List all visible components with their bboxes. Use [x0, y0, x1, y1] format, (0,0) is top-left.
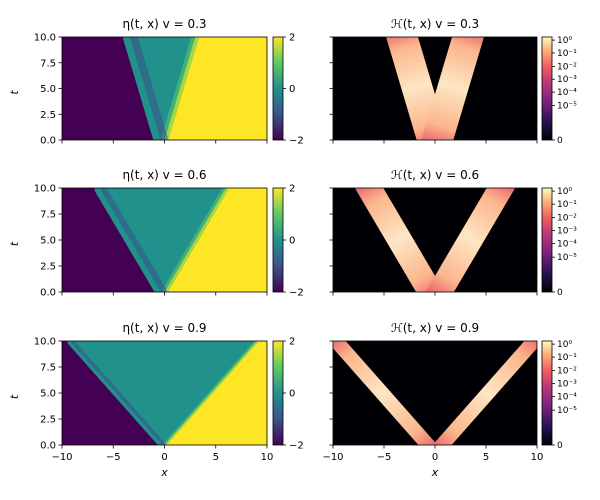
colorbar-tick-label: 0 [289, 389, 295, 400]
x-tick-label: −5 [377, 452, 392, 463]
x-tick-label: 0 [432, 452, 438, 463]
energy-band-right [429, 341, 537, 445]
y-tick-label: 5.0 [40, 236, 56, 247]
panel-title: η(t, x) v = 0.9 [122, 321, 206, 335]
colorbar-tick-label: 10⁰ [557, 36, 572, 46]
x-tick-label: −10 [322, 452, 343, 463]
energy-band-right [424, 188, 517, 292]
colorbar-tick-label: 0 [289, 236, 295, 247]
colorbar [272, 36, 284, 141]
y-tick-label: 2.5 [40, 262, 56, 273]
panel-title: ℋ(t, x) v = 0.3 [391, 17, 479, 31]
colorbar-tick-label: 0 [557, 288, 563, 298]
colorbar-tick-label: −2 [289, 288, 304, 299]
y-tick-label: 5.0 [40, 84, 56, 95]
y-tick-label: 0.0 [40, 288, 56, 299]
region-heat-background [333, 341, 537, 445]
colorbar-tick-label: 10⁻⁴ [557, 240, 577, 250]
x-tick-label: 0 [161, 452, 167, 463]
kink-front-right [160, 37, 199, 140]
y-axis-label: t [8, 241, 21, 246]
energy-band-right [420, 37, 486, 140]
colorbar-tick-label: −2 [289, 136, 304, 147]
colorbar-tick-label: 0 [557, 136, 563, 146]
panel-H-v06: ℋ(t, x) v = 0.6 10⁰ 10⁻¹ 10⁻² 10⁻³ 10⁻⁴ 10⁻⁵ 0 [329, 168, 577, 298]
region-eta-high [164, 341, 267, 445]
y-axis-label: t [8, 90, 21, 95]
colorbar-tick-label: 10⁰ [557, 187, 572, 197]
y-tick-label: 10.0 [34, 337, 56, 348]
kink-front-left [130, 37, 169, 140]
colorbar-tick-label: 10⁻¹ [557, 353, 577, 363]
x-tick-label: 5 [483, 452, 489, 463]
plot-area [62, 341, 267, 445]
plot-area [333, 341, 537, 445]
y-tick-label: 2.5 [40, 110, 56, 121]
panel-H-v03: ℋ(t, x) v = 0.3 10⁰ 10⁻¹ 10⁻² 10⁻³ 10⁻⁴ 10⁻⁵ 0 [329, 17, 577, 146]
y-tick-label: 7.5 [40, 363, 56, 374]
region-eta-high [164, 188, 267, 292]
x-tick-label: −10 [51, 452, 72, 463]
y-tick-label: 10.0 [34, 184, 56, 195]
panel-H-v09: ℋ(t, x) v = 0.9 −10 −5 0 5 10 x 10⁰ 10⁻¹ 10⁻² 10⁻³… [322, 321, 577, 479]
panel-title: η(t, x) v = 0.3 [122, 17, 206, 31]
energy-band-left [353, 188, 446, 292]
colorbar [541, 340, 553, 446]
plot-area [62, 37, 267, 140]
kink-front-right [161, 188, 229, 292]
colorbar [541, 187, 553, 293]
panel-eta-v09: η(t, x) v = 0.9 0.0 2.5 5.0 7.5 10.0 t −10 −5 0 5 1… [8, 321, 304, 479]
colorbar-tick-label: 2 [289, 337, 295, 348]
y-tick-label: 5.0 [40, 389, 56, 400]
kink-front-left [100, 188, 168, 292]
colorbar-tick-label: 10⁻⁴ [557, 88, 577, 98]
x-axis-label: x [431, 466, 439, 479]
colorbar-tick-label: 10⁻³ [557, 75, 577, 85]
colorbar-tick-label: −2 [289, 441, 304, 452]
colorbar-tick-label: 10⁻⁵ [557, 406, 577, 416]
energy-band-left [333, 341, 441, 445]
panel-title: η(t, x) v = 0.6 [122, 168, 206, 182]
kink-front-right [163, 341, 259, 445]
panel-eta-v03: η(t, x) v = 0.3 0.0 2.5 5.0 7.5 10.0 t 2 0 −2 [8, 17, 304, 147]
colorbar-tick-label: 10⁻⁵ [557, 253, 577, 263]
x-tick-label: 5 [213, 452, 219, 463]
colorbar-tick-label: 0 [289, 84, 295, 95]
plot-area [333, 188, 537, 292]
plot-area [333, 37, 537, 140]
colorbar-tick-label: 10⁻³ [557, 380, 577, 390]
colorbar-tick-label: 10⁻¹ [557, 200, 577, 210]
y-axis-label: t [8, 394, 21, 399]
panel-title: ℋ(t, x) v = 0.6 [391, 168, 479, 182]
colorbar [541, 36, 553, 141]
y-tick-label: 7.5 [40, 58, 56, 69]
y-tick-label: 2.5 [40, 415, 56, 426]
panel-eta-v06: η(t, x) v = 0.6 0.0 2.5 5.0 7.5 10.0 t 2 0 −2 [8, 168, 304, 299]
colorbar-tick-label: 10⁰ [557, 340, 572, 350]
panel-title: ℋ(t, x) v = 0.9 [391, 321, 479, 335]
colorbar [272, 187, 284, 293]
y-tick-label: 10.0 [34, 33, 56, 44]
colorbar-tick-label: 0 [557, 441, 563, 451]
colorbar-tick-label: 10⁻² [557, 367, 577, 377]
y-tick-label: 7.5 [40, 210, 56, 221]
x-tick-label: 10 [261, 452, 274, 463]
colorbar-tick-label: 10⁻² [557, 214, 577, 224]
colorbar-tick-label: 10⁻² [557, 62, 577, 72]
colorbar [272, 340, 284, 446]
colorbar-tick-label: 2 [289, 184, 295, 195]
kink-front-left [70, 341, 166, 445]
colorbar-tick-label: 10⁻¹ [557, 49, 577, 59]
x-tick-label: 10 [531, 452, 544, 463]
colorbar-tick-label: 10⁻³ [557, 227, 577, 237]
x-axis-label: x [160, 466, 168, 479]
colorbar-tick-label: 10⁻⁴ [557, 393, 577, 403]
colorbar-tick-label: 10⁻⁵ [557, 101, 577, 111]
y-tick-label: 0.0 [40, 441, 56, 452]
colorbar-tick-label: 2 [289, 33, 295, 44]
y-tick-label: 0.0 [40, 136, 56, 147]
x-tick-label: −5 [106, 452, 121, 463]
plot-area [62, 188, 267, 292]
